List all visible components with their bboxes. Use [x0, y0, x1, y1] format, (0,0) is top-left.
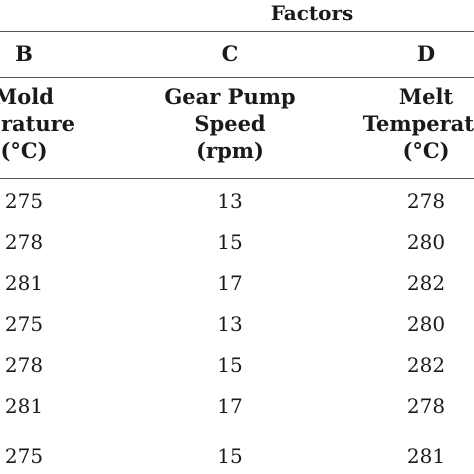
column-letter-d: D — [416, 41, 436, 66]
table-cell: 278 — [4, 230, 44, 254]
header-line: (°C) — [402, 138, 450, 163]
table-cell: 280 — [406, 312, 446, 336]
header-line: (rpm) — [196, 138, 264, 163]
column-header-gear-pump-speed: Gear Pump Speed (rpm) — [140, 83, 320, 164]
table-cell: 275 — [4, 189, 44, 213]
table-cell: 280 — [406, 230, 446, 254]
table-cell: 281 — [406, 444, 446, 468]
table-cell: 282 — [406, 271, 446, 295]
table-cell: 278 — [4, 353, 44, 377]
header-line: (°C) — [0, 138, 48, 163]
column-header-melt-temperature: Melt Temperatu (°C) — [344, 83, 474, 164]
header-line: perature — [0, 111, 76, 136]
top-rule — [0, 31, 474, 32]
column-letter-b: B — [15, 41, 33, 66]
letter-rule — [0, 77, 474, 78]
table-cell: 15 — [217, 444, 243, 468]
table-cell: 17 — [217, 271, 243, 295]
table-cell: 275 — [4, 444, 44, 468]
column-letter-c: C — [221, 41, 239, 66]
table-row: 275 13 278 — [0, 183, 474, 219]
header-line: Melt — [398, 84, 454, 109]
header-line: Temperatu — [362, 111, 474, 136]
table-cell: 275 — [4, 312, 44, 336]
table-cell: 15 — [217, 353, 243, 377]
table-row: 281 17 282 — [0, 265, 474, 301]
table-cell: 17 — [217, 394, 243, 418]
header-line: Mold — [0, 84, 54, 109]
table-cell: 13 — [217, 189, 243, 213]
table-cell: 281 — [4, 271, 44, 295]
column-header-mold-temperature: Mold perature (°C) — [0, 83, 100, 164]
table-row: 278 15 282 — [0, 347, 474, 383]
table-row: 275 13 280 — [0, 306, 474, 342]
table-row: 275 15 281 — [0, 438, 474, 474]
table-cell: 13 — [217, 312, 243, 336]
table-cell: 15 — [217, 230, 243, 254]
table-cell: 281 — [4, 394, 44, 418]
table-cell: 278 — [406, 189, 446, 213]
table-row: 281 17 278 — [0, 388, 474, 424]
header-line: Gear Pump — [164, 84, 296, 109]
table-cell: 282 — [406, 353, 446, 377]
header-rule — [0, 178, 474, 179]
group-header-factors: Factors — [270, 1, 354, 25]
header-line: Speed — [194, 111, 266, 136]
table-cell: 278 — [406, 394, 446, 418]
table-row: 278 15 280 — [0, 224, 474, 260]
